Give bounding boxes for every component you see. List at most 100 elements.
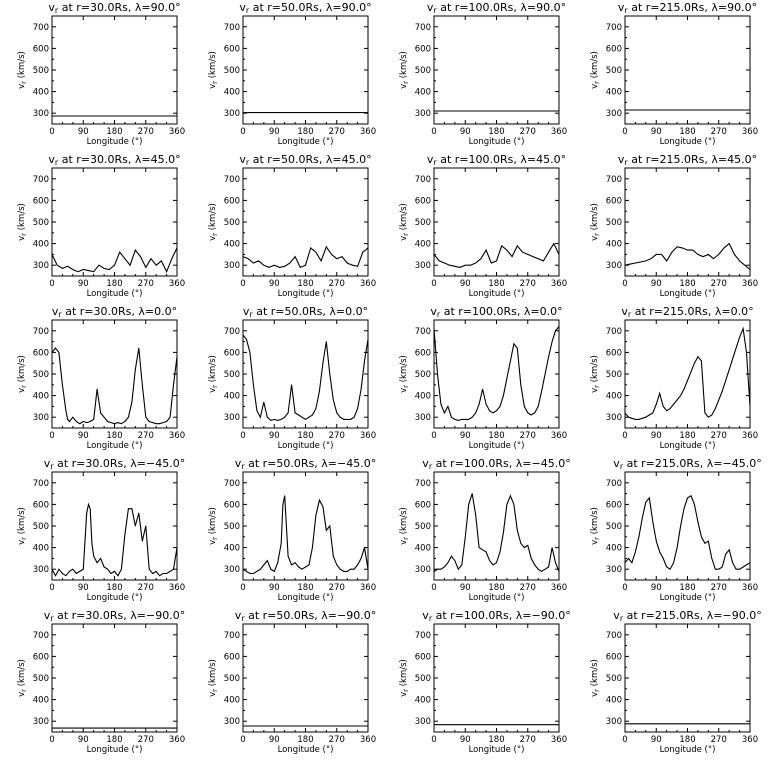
data-point xyxy=(537,258,539,260)
data-point xyxy=(124,421,126,422)
data-point xyxy=(96,562,98,564)
data-point xyxy=(352,264,353,266)
data-point xyxy=(242,256,244,257)
x-tick-label: 90 xyxy=(78,279,89,289)
data-point xyxy=(635,262,636,264)
data-point xyxy=(268,267,270,268)
data-point xyxy=(242,112,244,113)
x-axis-label: Longitude (°) xyxy=(278,289,334,299)
y-tick-label: 600 xyxy=(33,500,49,510)
data-point xyxy=(91,542,93,544)
y-tick-label: 600 xyxy=(606,500,622,510)
data-point xyxy=(294,562,296,564)
y-tick-label: 700 xyxy=(224,327,240,337)
y-tick-label: 400 xyxy=(33,544,49,554)
data-point xyxy=(329,373,331,375)
y-tick-label: 500 xyxy=(33,66,49,76)
data-point xyxy=(173,384,174,386)
data-point xyxy=(343,419,345,420)
data-point xyxy=(82,421,84,422)
data-point xyxy=(319,499,320,501)
x-tick-label: 90 xyxy=(78,583,89,593)
data-point xyxy=(329,525,331,527)
data-point xyxy=(496,260,497,262)
y-tick-label: 400 xyxy=(224,240,240,250)
data-point xyxy=(673,562,674,564)
data-point xyxy=(312,547,313,548)
plot-frame xyxy=(433,15,560,125)
y-tick-label: 600 xyxy=(33,348,49,358)
x-tick-label: 180 xyxy=(297,431,313,441)
data-point xyxy=(648,414,650,416)
data-point xyxy=(631,417,633,419)
y-tick-label: 300 xyxy=(224,261,240,271)
data-point xyxy=(114,423,115,425)
subplot-title: vr at r=50.0Rs, λ=−90.0° xyxy=(235,609,376,623)
data-point xyxy=(161,260,162,262)
data-point xyxy=(447,562,449,564)
x-tick-label: 90 xyxy=(269,583,280,593)
data-point xyxy=(367,247,369,249)
data-point xyxy=(635,419,636,420)
data-point xyxy=(503,395,504,396)
subplot-title: vr at r=100.0Rs, λ=−90.0° xyxy=(422,609,570,623)
subplot-17: vr at r=30.0Rs, λ=−90.0° 0 90 180 270 360 300 4… xyxy=(17,609,185,755)
data-point xyxy=(367,568,369,570)
data-point xyxy=(728,369,730,371)
subplot-6: vr at r=50.0Rs, λ=45.0° 0 90 180 270 360 300 40… xyxy=(208,153,376,299)
data-point xyxy=(506,249,508,251)
subplot-title: vr at r=100.0Rs, λ=−45.0° xyxy=(422,457,570,471)
data-point xyxy=(537,406,539,407)
data-point xyxy=(56,264,58,266)
plot-frame xyxy=(51,623,178,733)
x-tick-label: 180 xyxy=(297,127,313,137)
x-tick-label: 180 xyxy=(679,735,695,745)
data-point xyxy=(666,410,668,412)
y-tick-label: 300 xyxy=(33,717,49,727)
y-tick-label: 500 xyxy=(606,522,622,532)
x-tick-label: 180 xyxy=(106,735,122,745)
data-point xyxy=(683,508,685,510)
data-point xyxy=(266,560,268,561)
data-point xyxy=(548,356,549,358)
data-point xyxy=(650,258,652,260)
data-point xyxy=(134,249,136,251)
data-point xyxy=(548,566,549,568)
x-tick-label: 360 xyxy=(360,583,376,593)
data-point xyxy=(263,564,265,566)
y-tick-label: 500 xyxy=(224,218,240,228)
data-point xyxy=(471,416,473,418)
subplot-title: vr at r=215.0Rs, λ=−45.0° xyxy=(613,457,761,471)
data-point xyxy=(544,373,546,375)
data-point xyxy=(89,421,91,422)
x-tick-label: 270 xyxy=(520,431,536,441)
data-point xyxy=(510,360,511,362)
y-tick-label: 400 xyxy=(606,240,622,250)
x-tick-label: 270 xyxy=(138,583,154,593)
data-point xyxy=(734,254,735,255)
y-axis-label: vr (km/s) xyxy=(590,659,601,697)
y-tick-label: 500 xyxy=(415,370,431,380)
data-point xyxy=(121,568,122,570)
x-tick-label: 360 xyxy=(551,279,567,289)
data-point xyxy=(437,568,438,570)
data-point xyxy=(471,493,473,494)
y-axis-label: vr (km/s) xyxy=(208,203,219,241)
x-axis-label: Longitude (°) xyxy=(660,289,716,299)
data-point xyxy=(723,247,725,249)
x-axis-label: Longitude (°) xyxy=(87,289,143,299)
y-tick-label: 300 xyxy=(606,261,622,271)
data-point xyxy=(82,269,84,270)
data-point xyxy=(645,416,647,418)
data-point xyxy=(176,115,178,117)
data-point xyxy=(438,260,440,262)
y-tick-label: 700 xyxy=(415,631,431,641)
x-tick-label: 360 xyxy=(169,583,185,593)
data-point xyxy=(534,564,536,566)
data-point xyxy=(496,410,497,412)
data-point xyxy=(551,341,553,342)
subplot-4: vr at r=215.0Rs, λ=90.0° 0 90 180 270 360 300 4… xyxy=(590,1,758,147)
data-point xyxy=(464,536,466,538)
data-point xyxy=(299,267,301,268)
x-tick-label: 0 xyxy=(49,431,54,441)
